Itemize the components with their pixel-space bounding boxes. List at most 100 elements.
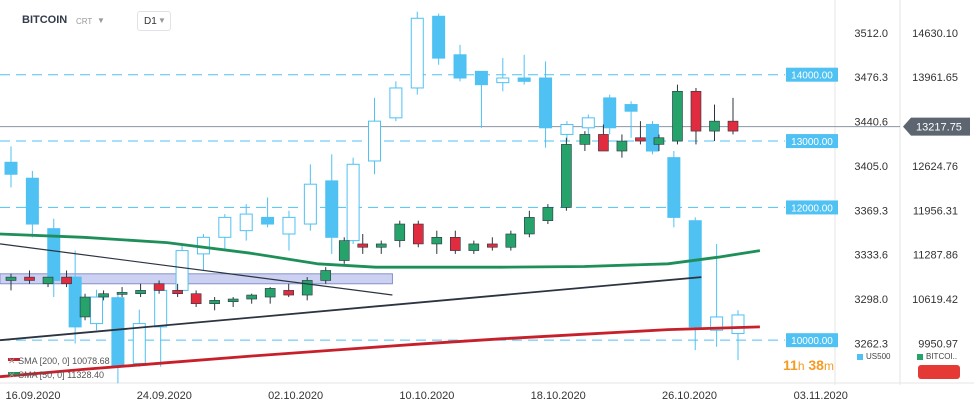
bitcoin-candle [487,243,498,248]
bitcoin-candle [616,140,628,152]
symbol-dropdown-icon[interactable]: ▼ [97,16,105,25]
left-axis-tick: 3440.6 [854,117,888,129]
sma50-line [0,232,761,269]
us500-candle [731,314,745,335]
bitcoin-candle [227,298,239,302]
bitcoin-candle [5,276,17,281]
left-axis-tick: 3512.0 [854,28,888,40]
left-axis-tick: 3405.0 [854,161,888,173]
price-level-tag [786,67,838,82]
us500-candle [111,297,125,368]
close-icon[interactable]: ✕ [8,356,16,366]
bitcoin-candle [98,293,109,298]
us500-candle [261,216,275,225]
us500-candle [239,213,253,232]
us500-candle [47,228,61,281]
chevron-down-icon: ▼ [158,16,166,25]
bitcoin-legend-label[interactable]: BITCOI.. [926,352,958,361]
bitcoin-candle [79,296,91,318]
us500-candle [432,15,446,59]
right-axis-tick: 13961.65 [912,72,958,84]
close-position-button[interactable] [918,365,960,379]
us500-candle [581,117,595,129]
x-axis-tick: 10.10.2020 [399,390,454,402]
timer-minutes: 38 [808,357,824,373]
us500-candle [389,87,403,119]
price-level-label: 14000.00 [791,71,833,82]
left-axis-tick: 3476.3 [854,72,888,84]
bitcoin-candle [709,120,720,132]
right-axis-tick: 10619.42 [912,294,958,306]
x-axis-tick: 24.09.2020 [137,390,192,402]
price-level-label: 13000.00 [791,137,833,148]
bitcoin-candle [42,276,54,285]
price-level-label: 12000.00 [791,203,833,214]
current-price-tag [903,117,970,136]
x-axis-tick: 02.10.2020 [268,390,323,402]
bitcoin-candle [635,137,646,142]
left-axis-tick: 3369.3 [854,205,888,217]
bitcoin-candle [24,276,35,281]
timer-hours-unit: h [797,359,805,373]
bitcoin-candle [116,292,128,295]
bitcoin-candle [579,134,591,145]
us500-candle [560,123,574,135]
bitcoin-candle [653,137,665,145]
us500-candle [688,220,702,328]
price-level-tag [786,200,838,215]
x-axis-tick: 16.09.2020 [5,390,60,402]
left-axis-tick: 3262.3 [854,338,888,350]
timeframe-label: D1 [144,16,157,27]
bitcoin-candle [727,120,739,132]
bitcoin-candle [153,283,165,291]
bitcoin-candle [357,243,369,248]
bitcoin-candle [431,237,443,245]
us500-candle [325,180,339,238]
bitcoin-candle [135,290,146,295]
bitcoin-candle [690,90,702,132]
us500-candle [517,77,531,82]
bitcoin-candle [61,276,72,285]
symbol-label[interactable]: BITCOIN [22,14,68,26]
us500-legend-label[interactable]: US500 [866,352,891,361]
x-axis-tick: 18.10.2020 [531,390,586,402]
close-icon[interactable]: ✕ [8,370,16,380]
bitcoin-candle [338,240,350,261]
sma200-legend-swatch [8,358,20,361]
us500-legend-swatch [857,354,863,360]
price-level-label: 10000.00 [791,336,833,347]
sma50-legend[interactable]: ✕ SMA [50, 0] 11328.40 [8,370,104,381]
bitcoin-candle [412,223,424,245]
bitcoin-candle [468,243,480,251]
bitcoin-candle [505,233,517,248]
timer-hours: 11 [783,357,798,373]
sma200-legend[interactable]: ✕ SMA [200, 0] 10078.68 [8,356,110,367]
sma200-legend-label: SMA [200, 0] 10078.68 [18,356,110,366]
support-trendline [0,276,702,342]
x-axis-tick: 03.11.2020 [794,390,848,402]
bitcoin-legend-swatch [917,354,923,360]
timer-minutes-unit: m [823,359,834,373]
us500-candle [218,216,232,238]
bitcoin-candle [394,223,406,241]
right-axis-tick: 11287.86 [913,250,958,262]
candle-timer: 11h 38m [783,357,834,373]
us500-candle [368,120,381,162]
bitcoin-candle [190,293,202,304]
us500-candle [410,17,424,89]
bitcoin-candle [320,270,332,281]
timeframe-select[interactable]: D1 ▼ [137,11,171,31]
bitcoin-candle [598,134,609,152]
x-axis-tick: 26.10.2020 [662,390,717,402]
sma50-legend-swatch [8,372,20,375]
bitcoin-candle [524,217,535,235]
right-axis-tick: 9950.97 [918,338,958,350]
us500-candle [346,163,360,242]
price-level-tag [786,333,838,348]
bitcoin-candle [264,288,276,298]
sma50-legend-label: SMA [50, 0] 11328.40 [18,370,104,380]
right-axis-tick: 12624.76 [912,161,958,173]
us500-candle [303,183,317,225]
